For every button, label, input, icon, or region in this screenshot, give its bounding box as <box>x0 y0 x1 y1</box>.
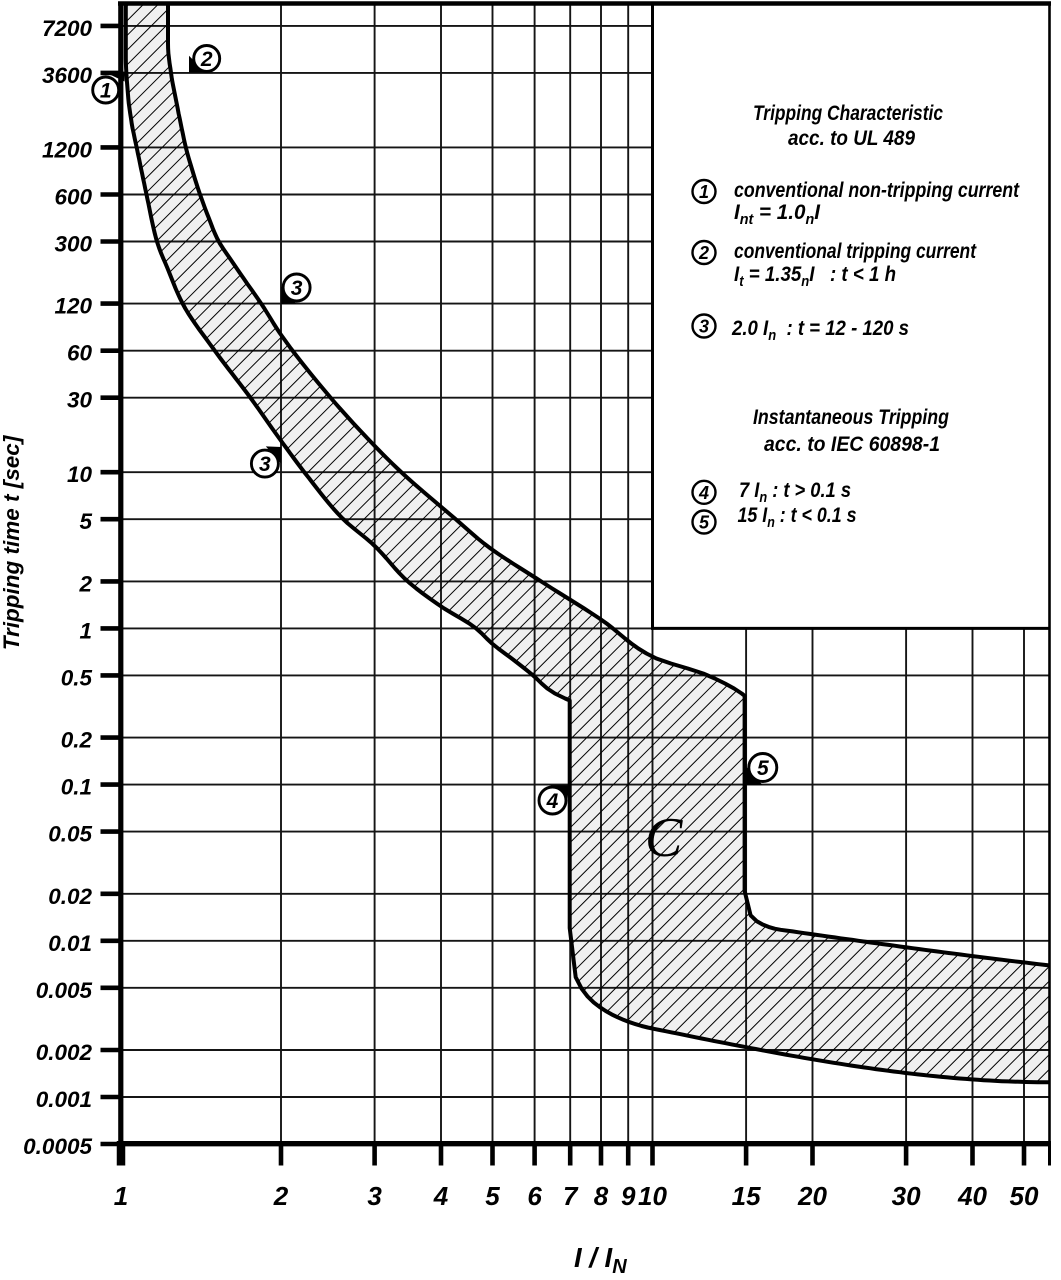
svg-text:300: 300 <box>54 232 92 257</box>
svg-text:2: 2 <box>78 571 92 596</box>
svg-text:120: 120 <box>54 294 92 319</box>
svg-text:2: 2 <box>698 243 709 263</box>
svg-text:C: C <box>645 807 683 869</box>
svg-text:Tripping Characteristic: Tripping Characteristic <box>753 101 943 125</box>
svg-text:5: 5 <box>699 513 710 533</box>
svg-text:2.0 In : t = 12 - 120 s: 2.0 In : t = 12 - 120 s <box>731 316 909 344</box>
svg-text:30: 30 <box>892 1181 921 1211</box>
svg-text:10: 10 <box>638 1181 667 1211</box>
svg-text:conventional tripping current: conventional tripping current <box>734 239 977 263</box>
svg-text:3: 3 <box>367 1181 382 1211</box>
svg-text:3600: 3600 <box>42 63 93 88</box>
svg-text:5: 5 <box>485 1181 500 1211</box>
svg-text:1: 1 <box>79 618 92 643</box>
svg-text:40: 40 <box>957 1181 987 1211</box>
svg-text:4: 4 <box>698 483 709 503</box>
svg-text:2: 2 <box>273 1181 289 1211</box>
svg-text:5: 5 <box>757 757 769 780</box>
svg-text:0.05: 0.05 <box>48 822 92 847</box>
svg-text:50: 50 <box>1010 1181 1039 1211</box>
svg-text:7: 7 <box>563 1181 579 1211</box>
svg-text:600: 600 <box>54 185 92 210</box>
svg-text:0.005: 0.005 <box>36 978 93 1003</box>
svg-text:10: 10 <box>67 462 93 487</box>
svg-text:1: 1 <box>114 1181 128 1211</box>
svg-text:30: 30 <box>67 388 93 413</box>
svg-text:15 In : t < 0.1 s: 15 In : t < 0.1 s <box>738 503 857 531</box>
svg-text:15: 15 <box>732 1181 761 1211</box>
svg-text:7 In : t > 0.1 s: 7 In : t > 0.1 s <box>739 478 851 506</box>
svg-text:It = 1.35nI : t < 1 h: It = 1.35nI : t < 1 h <box>734 262 896 290</box>
svg-text:acc. to IEC 60898-1: acc. to IEC 60898-1 <box>764 432 940 456</box>
svg-text:0.0005: 0.0005 <box>23 1134 92 1159</box>
svg-text:0.001: 0.001 <box>36 1087 92 1112</box>
svg-text:conventional non-tripping curr: conventional non-tripping current <box>734 178 1020 202</box>
svg-text:Instantaneous Tripping: Instantaneous Tripping <box>753 405 949 429</box>
svg-text:acc. to UL 489: acc. to UL 489 <box>788 126 915 150</box>
svg-text:0.01: 0.01 <box>48 931 92 956</box>
svg-text:Tripping time t [sec]: Tripping time t [sec] <box>0 434 24 650</box>
svg-text:9: 9 <box>621 1181 636 1211</box>
svg-text:7200: 7200 <box>42 16 93 41</box>
svg-text:6: 6 <box>527 1181 542 1211</box>
svg-text:1: 1 <box>100 80 112 103</box>
svg-text:4: 4 <box>433 1181 449 1211</box>
svg-text:60: 60 <box>67 341 93 366</box>
svg-text:0.2: 0.2 <box>61 728 93 753</box>
svg-text:3: 3 <box>259 453 271 476</box>
svg-text:20: 20 <box>797 1181 827 1211</box>
svg-text:0.1: 0.1 <box>61 775 92 800</box>
svg-text:3: 3 <box>699 317 709 337</box>
svg-text:0.02: 0.02 <box>48 884 92 909</box>
svg-text:8: 8 <box>594 1181 609 1211</box>
svg-text:4: 4 <box>546 790 559 813</box>
svg-text:3: 3 <box>291 277 303 300</box>
svg-text:1200: 1200 <box>42 137 93 162</box>
svg-text:0.002: 0.002 <box>36 1040 93 1065</box>
svg-text:2: 2 <box>200 48 213 71</box>
svg-text:5: 5 <box>79 509 92 534</box>
svg-text:1: 1 <box>699 182 709 202</box>
svg-text:0.5: 0.5 <box>61 665 93 690</box>
